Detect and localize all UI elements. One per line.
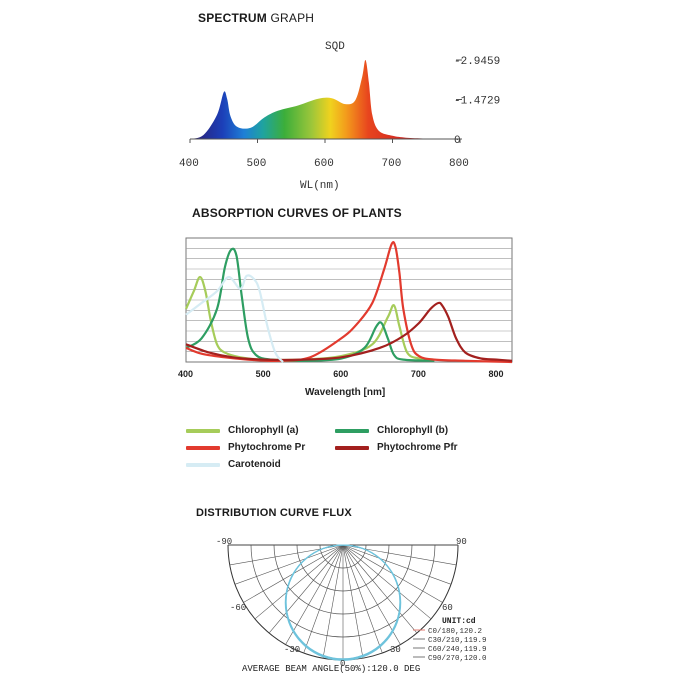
legend-label-phytochrome-pfr: Phytochrome Pfr [377, 442, 458, 453]
polar-curve-c90-270 [284, 544, 402, 661]
polar-radial [254, 544, 344, 620]
polar-legend-label: C60/240,119.9 [428, 646, 487, 654]
legend-chlorophyll-b: Chlorophyll (b) [335, 425, 448, 436]
angle-label-60: 60 [442, 603, 453, 613]
polar-radial [342, 544, 452, 585]
legend-swatch-chlorophyll-a [186, 428, 220, 433]
polar-radial [342, 544, 418, 634]
legend-phytochrome-pfr: Phytochrome Pfr [335, 442, 458, 453]
polar-legend-label: C0/180,120.2 [428, 628, 482, 636]
distribution-polar-chart: -90 90 -60 60 -30 30 0 UNIT:cd C0/180,12… [216, 537, 487, 669]
spectrum-title: SPECTRUM GRAPH [198, 11, 314, 25]
absorption-chart: 400 500 600 700 800 Wavelength [nm] [178, 237, 513, 398]
absorption-x-tick-label: 800 [488, 369, 503, 379]
spectrum-x-axis-label: WL(nm) [300, 180, 340, 192]
legend-chlorophyll-a: Chlorophyll (a) [186, 425, 299, 436]
angle-label-minus-30: -30 [284, 645, 300, 655]
spectrum-area [190, 59, 460, 139]
spectrum-x-tick-label: 700 [382, 158, 402, 170]
beam-angle-value: AVERAGE BEAM ANGLE(50%):120.0 DEG [242, 664, 421, 674]
polar-radial [322, 544, 344, 659]
spectrum-x-tick-label: 800 [449, 158, 469, 170]
angle-label-minus-60: -60 [230, 603, 246, 613]
absorption-title: ABSORPTION CURVES OF PLANTS [192, 206, 402, 220]
legend-label-carotenoid: Carotenoid [228, 459, 281, 470]
legend-swatch-phytochrome-pr [186, 445, 220, 450]
legend-label-chlorophyll-a: Chlorophyll (a) [228, 425, 299, 436]
polar-legend-label: C30/210,119.9 [428, 637, 487, 645]
spectrum-y-tick-label: 0 [454, 135, 461, 147]
polar-radial [342, 544, 383, 654]
absorption-x-tick-label: 400 [178, 369, 193, 379]
polar-radial [342, 544, 364, 659]
distribution-title-text: DISTRIBUTION CURVE FLUX [196, 507, 352, 519]
polar-radial [342, 544, 432, 620]
spectrum-series-label: SQD [325, 41, 345, 53]
legend-swatch-carotenoid [186, 462, 220, 467]
absorption-x-tick-label: 700 [411, 369, 426, 379]
spectrum-x-tick-label: 600 [314, 158, 334, 170]
polar-radial [285, 544, 344, 645]
spectrum-x-tick-label: 400 [179, 158, 199, 170]
legend-carotenoid: Carotenoid [186, 459, 281, 470]
angle-label-90: 90 [456, 537, 467, 547]
angle-label-0: 0 [340, 659, 345, 669]
polar-radial [268, 544, 344, 634]
polar-radial [342, 544, 401, 645]
angle-label-minus-90: -90 [216, 537, 232, 547]
legend-label-chlorophyll-b: Chlorophyll (b) [377, 425, 449, 436]
spectrum-y-tick-label: -2.9459 [454, 56, 500, 68]
absorption-x-axis-label: Wavelength [nm] [305, 387, 385, 398]
polar-radial [303, 544, 344, 654]
spectrum-title-rest: GRAPH [270, 11, 315, 25]
legend-phytochrome-pr: Phytochrome Pr [186, 442, 305, 453]
spectrum-title-bold: SPECTRUM [198, 11, 267, 25]
absorption-x-tick-label: 500 [256, 369, 271, 379]
polar-legend-label: C90/270,120.0 [428, 655, 487, 663]
spectrum-chart: SQD -2.9459 -1.4729 0 400 500 600 700 800 WL(n… [179, 41, 500, 192]
unit-label: UNIT:cd [442, 617, 476, 626]
legend-swatch-phytochrome-pfr [335, 445, 369, 450]
absorption-title-text: ABSORPTION CURVES OF PLANTS [192, 206, 402, 220]
spectrum-y-tick-label: -1.4729 [454, 96, 500, 108]
absorption-x-tick-label: 600 [333, 369, 348, 379]
absorption-line-phytochrome-pfr [185, 301, 513, 362]
spectrum-x-tick-label: 500 [247, 158, 267, 170]
polar-radial [234, 544, 344, 585]
absorption-line-carotenoid [185, 274, 284, 363]
legend-swatch-chlorophyll-b [335, 428, 369, 433]
legend-label-phytochrome-pr: Phytochrome Pr [228, 442, 306, 453]
angle-label-30: 30 [390, 645, 401, 655]
beam-angle-text: AVERAGE BEAM ANGLE(50%):120.0 DEG [242, 664, 420, 674]
distribution-title: DISTRIBUTION CURVE FLUX [196, 507, 352, 519]
